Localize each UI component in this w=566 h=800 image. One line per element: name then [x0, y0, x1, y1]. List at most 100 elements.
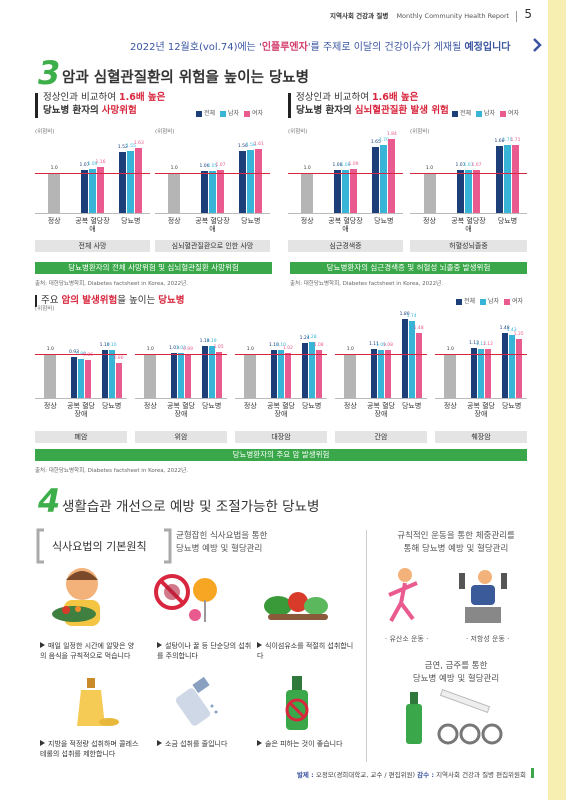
value-label: 1.0 — [346, 347, 354, 352]
reference-line — [288, 173, 403, 174]
value-label: 1.10 — [99, 342, 110, 348]
bullet — [40, 740, 45, 746]
bar — [485, 348, 491, 398]
panel-bar — [288, 93, 291, 118]
bullet — [257, 740, 262, 746]
value-label: 1.74 — [406, 314, 417, 320]
axis-line — [235, 398, 327, 399]
illustration-exercise — [388, 568, 507, 623]
bar — [415, 332, 422, 398]
legend-label: 전체 — [204, 110, 216, 117]
value-label: 1.07 — [215, 163, 226, 169]
value-label: 1.0 — [425, 166, 434, 171]
value-label: 1.61 — [253, 141, 264, 147]
reference-line — [35, 354, 127, 355]
page-number: 5 — [524, 7, 532, 21]
axis-line — [435, 398, 527, 399]
bar — [135, 147, 143, 213]
heading-highlight: 1.6배 높은 — [118, 92, 166, 103]
x-tick-label: 당뇨병 — [501, 402, 522, 410]
bar — [344, 354, 357, 398]
value-label: 1.71 — [510, 137, 521, 143]
value-label: 1.12 — [475, 341, 487, 347]
value-label: 1.05 — [213, 344, 224, 350]
bar — [119, 152, 127, 213]
bar — [271, 349, 277, 398]
reference-line — [410, 173, 527, 174]
chart-title: 폐암 — [35, 431, 127, 443]
legend-label: 여자 — [512, 298, 524, 305]
value-label: 1.07 — [79, 163, 90, 169]
notice-topic: 인플루엔자 — [261, 42, 308, 53]
bar — [285, 353, 291, 398]
bullet — [40, 642, 45, 648]
bar — [185, 354, 191, 398]
illustration-bottle — [285, 676, 309, 730]
x-tick-label: 당뇨병 — [101, 402, 122, 410]
source: 출처: 대한당뇨병학회, Diabetes factsheet in Korea… — [290, 281, 443, 287]
x-tick-label: 당뇨병 — [374, 217, 394, 225]
x-tick-label: 정상 — [243, 402, 257, 410]
x-tick-label: 당뇨병 — [121, 217, 141, 225]
value-label: 1.11 — [368, 342, 380, 348]
bullet — [257, 642, 262, 648]
value-label: 1.12 — [482, 341, 494, 347]
value-label: 1.55 — [125, 144, 136, 149]
footer-text: 오정모(경희대학교, 교수 / 편집위원) — [315, 771, 416, 779]
banner: 당뇨병환자의 주요 암 발생위험 — [35, 449, 527, 461]
bar — [178, 352, 184, 398]
footer-text: 지역사회 건강과 질병 편집위원회 — [436, 771, 526, 779]
divider — [516, 10, 518, 22]
bar — [371, 349, 377, 398]
legend-swatch — [196, 111, 202, 117]
x-tick-label: 정상 — [423, 217, 436, 225]
value-label: 1.18 — [199, 339, 210, 345]
diet-item: 소금 섭취를 줄입니다 — [157, 739, 257, 749]
bar — [478, 348, 484, 398]
x-tick-label: 공복 혈당장애 — [451, 217, 486, 233]
item-text: 설탕이나 꿀 등 단순당의 섭취를 주의합니다 — [157, 642, 252, 660]
diet-title: 식사요법의 기본원칙 — [52, 540, 147, 553]
x-tick-label: 당뇨병 — [301, 402, 322, 410]
column-divider — [366, 530, 367, 762]
x-tick-label: 정상 — [343, 402, 357, 410]
bar — [385, 350, 391, 398]
bar — [471, 348, 477, 398]
value-label: 1.08 — [313, 343, 324, 349]
y-axis-label: (위험비) — [35, 306, 55, 312]
value-label: 1.10 — [275, 342, 287, 348]
bar — [201, 170, 208, 213]
heading-highlight: 암의 발생위험 — [61, 295, 118, 306]
x-tick-label: 공복 혈당장애 — [75, 217, 110, 233]
value-label: 1.0 — [146, 347, 154, 352]
value-label: 1.58 — [245, 142, 256, 148]
desc-line: 균형잡힌 식사요법을 통한 — [176, 531, 268, 541]
value-label: 1.43 — [506, 328, 517, 334]
bar — [127, 151, 135, 213]
illustration-oil — [77, 678, 119, 726]
chart-title: 췌장암 — [435, 431, 527, 443]
value-label: 1.0 — [246, 347, 254, 352]
value-label: 1.35 — [513, 331, 524, 337]
x-tick-label: 공복 혈당장애 — [366, 402, 395, 418]
chart-title: 심근경색증 — [288, 240, 403, 252]
value-label: 1.02 — [282, 346, 294, 352]
legend-swatch — [452, 111, 458, 117]
diet-item: 설탕이나 꿀 등 단순당의 섭취를 주의합니다 — [157, 641, 257, 661]
bullet — [157, 642, 162, 648]
x-tick-label: 당뇨병 — [201, 402, 222, 410]
value-label: 1.03 — [168, 345, 180, 351]
desc-line: 당뇨병 예방 및 혈당관리 — [176, 544, 263, 554]
banner: 당뇨병환자의 심근경색증 및 허혈성 뇌졸중 발생위험 — [290, 262, 527, 274]
value-label: 1.09 — [375, 343, 387, 349]
axis-line — [288, 213, 403, 214]
diet-item: 지방을 적정량 섭취하며 콜레스테롤의 섭취를 제한합니다 — [40, 739, 140, 759]
value-label: 0.99 — [182, 347, 194, 353]
bar — [457, 170, 464, 213]
quit-desc: 금연, 금주를 통한 당뇨병 예방 및 혈당관리 — [370, 660, 542, 686]
bar — [115, 362, 122, 398]
value-label: 1.28 — [306, 334, 317, 340]
bar — [378, 350, 384, 398]
value-label: 1.10 — [268, 342, 280, 348]
